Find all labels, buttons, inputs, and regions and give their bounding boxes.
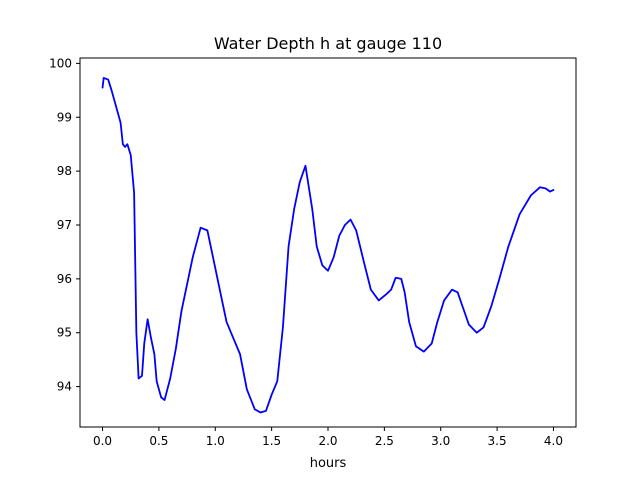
series-line-0 (101, 77, 555, 414)
x-tick-label: 1.0 (206, 434, 225, 448)
x-tick-label: 2.0 (318, 434, 337, 448)
y-tick-label: 94 (57, 380, 72, 394)
y-tick-label: 99 (57, 110, 72, 124)
x-tick-label: 0.0 (93, 434, 112, 448)
x-axis-label: hours (310, 456, 347, 471)
y-tick-label: 95 (57, 326, 72, 340)
y-tick-label: 98 (57, 164, 72, 178)
plot-area (101, 77, 555, 414)
y-tick-label: 96 (57, 272, 72, 286)
x-tick-label: 0.5 (149, 434, 168, 448)
y-axis: 94 95 96 97 98 99 100 (49, 56, 80, 394)
x-axis: 0.0 0.5 1.0 1.5 2.0 2.5 3.0 3.5 4.0 (93, 427, 563, 448)
chart-title: Water Depth h at gauge 110 (214, 34, 442, 53)
x-tick-label: 3.5 (488, 434, 507, 448)
x-tick-label: 2.5 (375, 434, 394, 448)
x-tick-label: 1.5 (262, 434, 281, 448)
x-tick-label: 4.0 (544, 434, 563, 448)
y-tick-label: 97 (57, 218, 72, 232)
y-tick-label: 100 (49, 56, 72, 70)
x-tick-label: 3.0 (431, 434, 450, 448)
